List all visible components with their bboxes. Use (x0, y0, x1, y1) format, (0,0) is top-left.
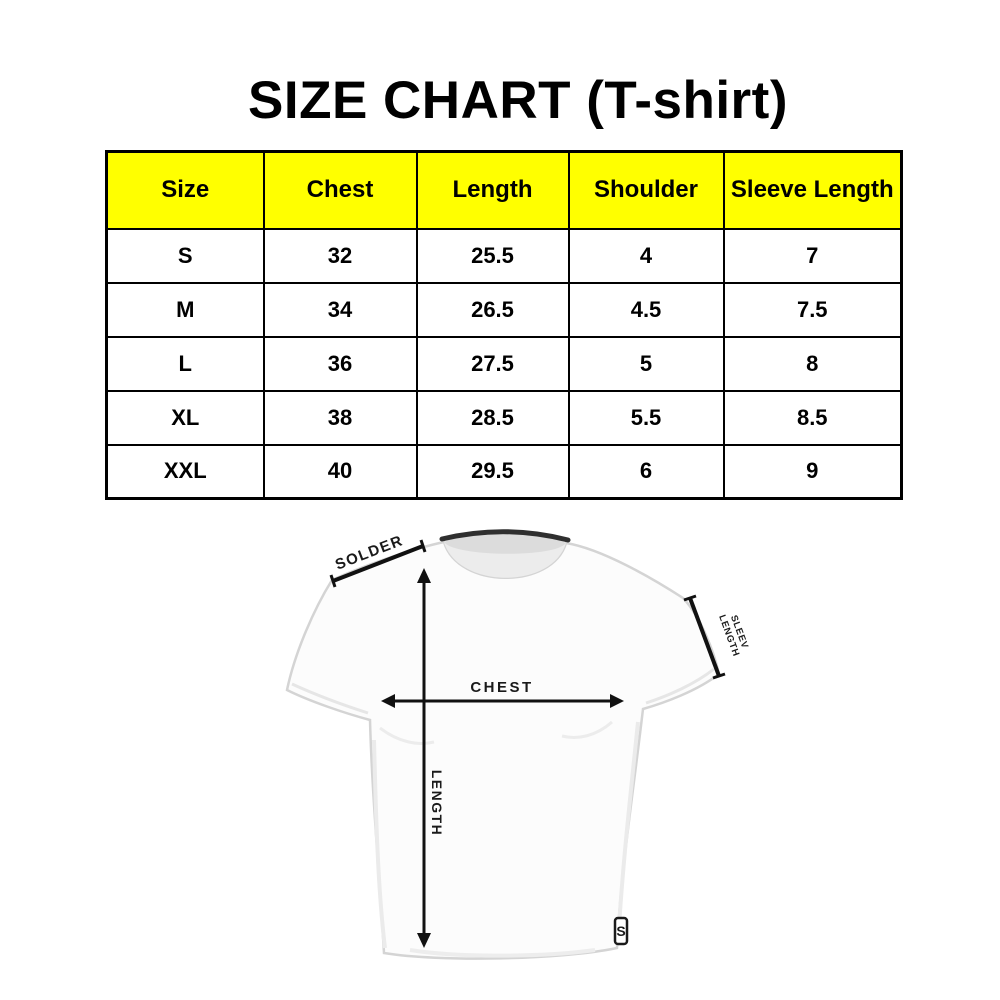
cell-size: S (105, 227, 265, 284)
cell-size: L (105, 335, 265, 392)
cell-sleeve-length: 7 (722, 227, 903, 284)
cell-size: XXL (105, 443, 265, 500)
shirt-shading-right-cuff (645, 667, 715, 705)
cell-length: 26.5 (415, 281, 570, 338)
col-header-shoulder: Shoulder (567, 150, 725, 230)
cell-size: XL (105, 389, 265, 446)
cell-chest: 38 (262, 389, 418, 446)
cell-sleeve-length: 9 (722, 443, 903, 500)
table-row-l: L 36 27.5 5 8 (105, 335, 903, 392)
col-header-chest: Chest (262, 150, 418, 230)
cell-size: M (105, 281, 265, 338)
table-row-m: M 34 26.5 4.5 7.5 (105, 281, 903, 338)
cell-chest: 32 (262, 227, 418, 284)
cell-chest: 36 (262, 335, 418, 392)
brand-tag-letter: S (616, 923, 625, 939)
cell-sleeve-length: 8 (722, 335, 903, 392)
table-header-row: Size Chest Length Shoulder Sleeve Length (105, 150, 903, 230)
cell-shoulder: 5.5 (567, 389, 725, 446)
sleeve-label: SLEEV LENGTH (716, 613, 750, 658)
cell-sleeve-length: 8.5 (722, 389, 903, 446)
shirt-shading-hem (409, 948, 596, 958)
chest-arrow (381, 694, 624, 708)
length-arrow (417, 568, 431, 948)
shoulder-dimension-line (329, 539, 427, 588)
shirt-shading-right-armpit (561, 720, 613, 739)
length-label: LENGTH (429, 770, 445, 837)
neck-opening-shadow (444, 534, 566, 554)
brand-tag: S (613, 916, 629, 946)
page-title: SIZE CHART (T-shirt) (248, 71, 788, 130)
col-header-length: Length (415, 150, 570, 230)
col-header-sleeve-length: Sleeve Length (722, 150, 903, 230)
size-table: Size Chest Length Shoulder Sleeve Length… (105, 150, 903, 500)
chest-label: CHEST (470, 679, 533, 696)
tshirt-measurement-diagram: LENGTH CHEST SOLDER SLEEV LENGTH S (285, 529, 750, 960)
table-row-xxl: XXL 40 29.5 6 9 (105, 443, 903, 500)
cell-length: 27.5 (415, 335, 570, 392)
shirt-shading-left-side (372, 739, 387, 949)
cell-shoulder: 5 (567, 335, 725, 392)
cell-shoulder: 4 (567, 227, 725, 284)
cell-chest: 34 (262, 281, 418, 338)
table-row-xl: XL 38 28.5 5.5 8.5 (105, 389, 903, 446)
tshirt-body (285, 540, 721, 960)
cell-length: 28.5 (415, 389, 570, 446)
sleeve-dimension-line (683, 594, 726, 680)
collar (439, 529, 571, 543)
cell-chest: 40 (262, 443, 418, 500)
cell-sleeve-length: 7.5 (722, 281, 903, 338)
cell-shoulder: 4.5 (567, 281, 725, 338)
cell-length: 25.5 (415, 227, 570, 284)
col-header-size: Size (105, 150, 265, 230)
shirt-shading-left-cuff (291, 682, 369, 715)
table-row-s: S 32 25.5 4 7 (105, 227, 903, 284)
cell-length: 29.5 (415, 443, 570, 500)
shirt-shading-left-armpit (379, 726, 435, 745)
cell-shoulder: 6 (567, 443, 725, 500)
